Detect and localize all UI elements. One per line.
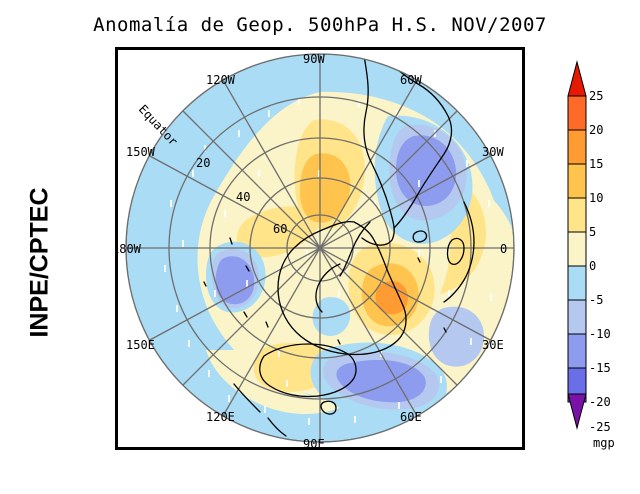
colorbar-swatch-5-10 [567,197,587,233]
map-field [125,53,515,443]
lon-label-150E: 150E [126,338,155,352]
colorbar-tick-20: 20 [589,123,604,137]
colorbar-tick-m10: -10 [589,327,611,341]
lon-label-120E: 120E [206,410,235,424]
coastlines [203,54,475,437]
polar-map [125,53,515,443]
colorbar-tick-0: 0 [589,259,597,273]
anomaly-core-blue-ne [396,135,457,206]
anomaly-core-gold-north [300,153,351,223]
colorbar-tick-15: 15 [589,157,604,171]
anomaly-core-blue-west [215,256,255,305]
lon-label-120W: 120W [206,73,235,87]
lon-label-90W: 90W [303,52,325,66]
lon-label-90E: 90E [303,437,325,450]
colorbar-swatch-0-5 [567,231,587,267]
colorbar-tick-m15: -15 [589,361,611,375]
field-stipple [164,98,504,425]
colorbar-extend-low [567,393,587,430]
anomaly-core-gold-hot [375,280,408,315]
lon-label-60E: 60E [400,410,422,424]
colorbar-tick-m20: -20 [589,395,611,409]
colorbar-swatch-m15-m10 [567,333,587,369]
institution-label: INPE/CPTEC [25,187,54,338]
colorbar-swatch-15-20 [567,129,587,165]
colorbar-panel: 25 20 15 10 5 0 -5 -10 -15 -20 -25 mgp [555,60,640,460]
lat-label-40: 40 [236,190,251,204]
lon-label-60W: 60W [400,73,422,87]
page-title: Anomalía de Geop. 500hPa H.S. NOV/2007 [93,14,547,36]
colorbar-tick-10: 10 [589,191,604,205]
lon-label-180W: 180W [118,242,141,256]
colorbar-swatch-m5-0 [567,265,587,301]
anomaly-patch-yellow-nw [236,206,324,258]
colorbar-unit-label: mgp [593,436,615,450]
colorbar-swatch-10-15 [567,163,587,199]
anomaly-patch-blue-ese [428,306,484,367]
colorbar-extend-high [567,60,587,97]
colorbar-swatch-20-25 [567,95,587,131]
map-panel: 90W 120W 150W 180W 150E 120E 90E 60E 30E… [115,47,525,450]
lon-label-30W: 30W [482,145,504,159]
colorbar-tick-m25: -25 [589,420,611,434]
colorbar-tick-5: 5 [589,225,597,239]
lat-label-60: 60 [273,222,288,236]
lon-label-150W: 150W [126,145,155,159]
colorbar [567,60,587,430]
colorbar-tick-m5: -5 [589,293,604,307]
lat-label-20: 20 [196,156,211,170]
lon-label-0: 0 [500,242,508,256]
map-outer-circle [125,53,515,443]
graticule [126,54,514,442]
lon-label-30E: 30E [482,338,504,352]
colorbar-swatch-m10-m5 [567,299,587,335]
colorbar-tick-25: 25 [589,89,604,103]
